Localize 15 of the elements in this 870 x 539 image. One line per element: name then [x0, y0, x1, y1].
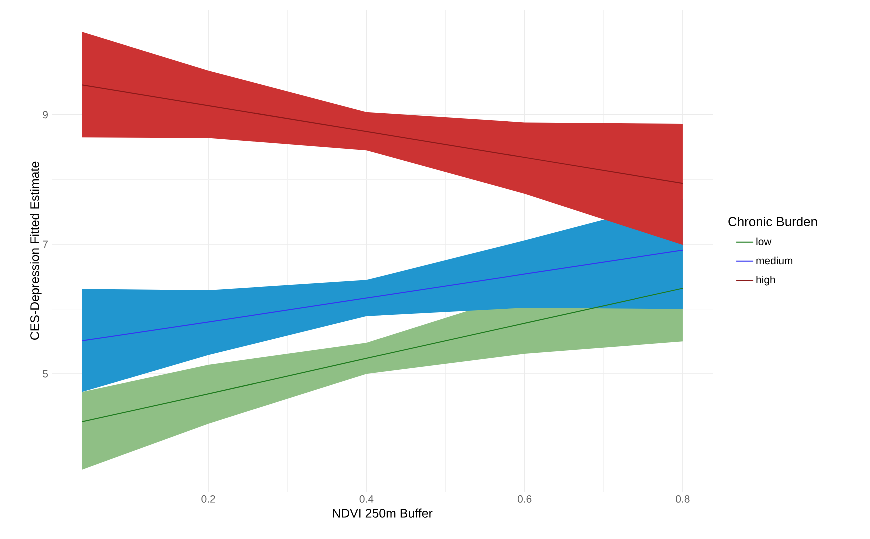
x-tick-label: 0.4: [360, 496, 374, 503]
legend-label: medium: [756, 256, 793, 265]
y-tick-label: 5: [43, 370, 48, 378]
y-tick-label: 7: [43, 240, 48, 248]
x-tick-label: 0.8: [676, 496, 690, 503]
legend-title: Chronic Burden: [728, 216, 818, 226]
y-axis-title: CES-Depression Fitted Estimate: [30, 162, 42, 340]
line-series: [82, 288, 684, 423]
line-series: [82, 250, 684, 342]
x-tick-label: 0.2: [202, 496, 216, 503]
y-tick-label: 9: [43, 111, 48, 119]
legend-label: high: [756, 276, 776, 286]
legend-label: low: [756, 238, 772, 246]
x-tick-label: 0.6: [518, 496, 532, 503]
x-axis-title: NDVI 250m Buffer: [333, 508, 433, 518]
